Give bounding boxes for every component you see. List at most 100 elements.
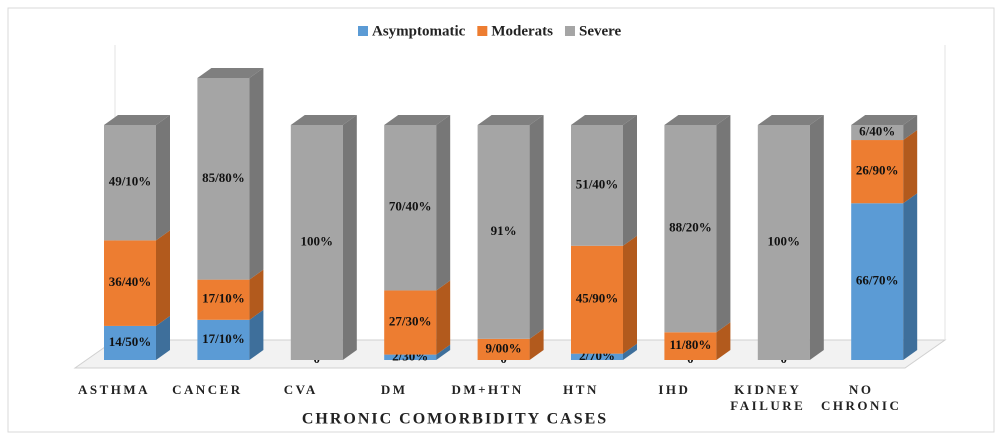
legend-swatch — [477, 26, 488, 36]
legend-swatch — [358, 26, 368, 36]
bar-segment — [197, 269, 264, 320]
bar-front — [664, 332, 717, 360]
data-label: 6/40% — [859, 124, 895, 139]
x-tick-label: CVA — [283, 382, 318, 397]
bar-side — [156, 115, 170, 241]
bar-top — [757, 115, 824, 125]
data-label: 66/70% — [856, 273, 899, 288]
bar-segment — [571, 343, 637, 360]
x-tick-label: NO CHRONIC — [821, 382, 902, 413]
bar-side — [529, 328, 544, 360]
bar-front — [664, 125, 717, 333]
data-label: 26/90% — [856, 163, 899, 178]
bar-front — [104, 240, 156, 326]
bar-front — [384, 125, 437, 291]
bar-segment — [384, 115, 451, 291]
bar-segment — [384, 344, 451, 360]
bar-side — [623, 235, 637, 354]
bar-side — [436, 344, 451, 360]
bar-segment — [571, 235, 637, 354]
bar-side — [156, 315, 170, 360]
bar-segment — [197, 309, 264, 360]
bar-side — [903, 115, 918, 141]
x-tick-label: HTN — [563, 382, 599, 397]
bar-front — [851, 125, 904, 141]
bar-segment — [851, 193, 918, 360]
bar-front — [104, 325, 156, 360]
bar-segment — [290, 115, 357, 360]
bar-top — [664, 115, 731, 125]
bar-segment — [384, 280, 451, 355]
x-tick-label: CANCER — [172, 382, 243, 397]
data-label: 9/00% — [486, 340, 522, 355]
bar-top — [477, 115, 544, 125]
data-label: 17/10% — [202, 291, 245, 306]
data-label: 91% — [491, 223, 517, 238]
bar-front — [851, 140, 904, 204]
bar-front — [290, 125, 343, 360]
data-label: 27/30% — [389, 314, 432, 329]
bar-front — [197, 78, 250, 280]
bar-segment — [571, 115, 637, 246]
data-label: 100% — [768, 233, 801, 248]
bar-segment — [851, 115, 918, 141]
bar-front — [197, 319, 250, 360]
bar-top — [851, 115, 918, 125]
x-tick-label: DM — [380, 382, 408, 397]
bar-segment — [851, 130, 918, 204]
legend-label: Severe — [579, 23, 622, 39]
bar-side — [249, 309, 264, 360]
data-label: 85/80% — [202, 170, 245, 185]
bar-side — [249, 68, 264, 280]
bar-side — [623, 343, 637, 360]
bar-side — [156, 230, 170, 326]
data-label: 100% — [301, 233, 334, 248]
bar-front — [477, 338, 530, 360]
bar-segment — [197, 68, 264, 280]
bar-side — [529, 115, 544, 339]
bar-front — [851, 203, 904, 360]
bar-front — [571, 245, 623, 354]
bar-top — [571, 115, 637, 125]
bar-segment — [477, 115, 544, 339]
bar-side — [623, 115, 637, 246]
data-label: 70/40% — [389, 199, 432, 214]
bar-side — [716, 322, 731, 360]
legend-swatch — [564, 26, 575, 36]
data-label: 88/20% — [669, 220, 712, 235]
data-label: 45/90% — [576, 291, 619, 306]
bar-segment — [104, 115, 170, 241]
data-label: 14/50% — [109, 334, 152, 349]
bar-side — [809, 115, 824, 360]
data-label: 51/40% — [576, 176, 619, 191]
bar-front — [477, 125, 530, 339]
bar-front — [104, 125, 156, 241]
bar-segment — [104, 315, 170, 360]
x-tick-label: ASTHMA — [77, 382, 151, 397]
data-label: 11/80% — [669, 337, 711, 352]
bar-side — [342, 115, 357, 360]
data-label: 49/10% — [109, 174, 152, 189]
bar-front — [384, 290, 437, 355]
bar-segment — [757, 115, 824, 360]
data-label: 17/10% — [202, 331, 245, 346]
bar-side — [903, 193, 918, 360]
bar-segment — [664, 115, 731, 333]
bar-side — [436, 115, 451, 291]
bar-top — [290, 115, 357, 125]
bar-side — [716, 115, 731, 333]
bar-front — [384, 354, 437, 360]
bar-front — [571, 353, 623, 360]
x-tick-label: IHD — [658, 382, 691, 397]
bar-front — [197, 279, 250, 320]
bar-side — [436, 280, 451, 355]
legend-label: Asymptomatic — [372, 23, 466, 39]
bar-front — [757, 125, 810, 360]
x-tick-label: DM+HTN — [451, 382, 524, 397]
bar-segment — [477, 328, 544, 360]
bar-segment — [104, 230, 170, 326]
legend-label: Moderats — [491, 23, 553, 39]
bar-top — [384, 115, 451, 125]
